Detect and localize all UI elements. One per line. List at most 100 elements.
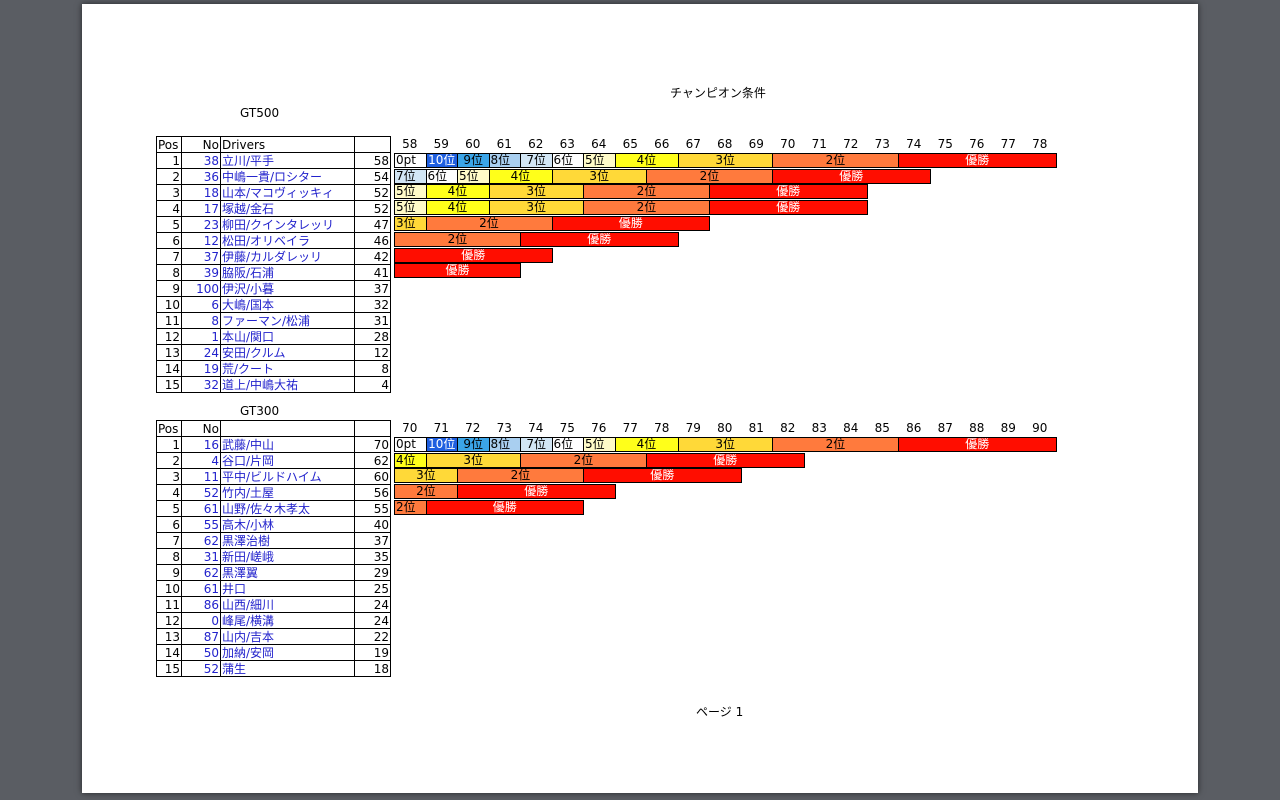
scenario-segment: 2位: [394, 500, 427, 515]
header-pos: Pos: [156, 136, 182, 153]
row-points: 54: [354, 168, 391, 185]
row-points: 47: [354, 216, 391, 233]
scenario-segment: 優勝: [394, 263, 521, 279]
scenario-segment: 6位: [551, 436, 584, 452]
axis-tick-label: 70: [780, 137, 796, 151]
scenario-segment: 優勝: [709, 200, 868, 216]
axis-tick-label: 77: [622, 421, 638, 435]
row-drivers: 道上/中嶋大祐: [220, 376, 355, 393]
table-row: 6 55 高木/小林 40: [156, 516, 391, 533]
axis-tick-label: 60: [465, 137, 481, 151]
scenario-segment: 9位: [457, 436, 490, 452]
row-points: 29: [354, 564, 391, 581]
row-pos: 9: [156, 564, 182, 581]
row-points: 8: [354, 360, 391, 377]
scenario-segment: 優勝: [709, 184, 868, 200]
scenario-segment: 4位: [488, 168, 553, 184]
row-car-number: 87: [181, 628, 221, 645]
row-drivers: 伊藤/カルダレッリ: [220, 248, 355, 265]
axis-tick-label: 78: [654, 421, 670, 435]
table-row: 7 37 伊藤/カルダレッリ 42: [156, 248, 391, 265]
row-pos: 12: [156, 328, 182, 345]
row-drivers: 立川/平手: [220, 152, 355, 169]
row-pos: 1: [156, 436, 182, 453]
scenario-segment: 10位: [425, 152, 458, 168]
row-car-number: 37: [181, 248, 221, 265]
row-car-number: 11: [181, 468, 221, 485]
row-drivers: 柳田/クインタレッリ: [220, 216, 355, 233]
scenario-segment: 3位: [677, 436, 773, 452]
axis-tick-label: 70: [402, 421, 418, 435]
row-drivers: 松田/オリベイラ: [220, 232, 355, 249]
scenario-segment: 6位: [551, 152, 584, 168]
row-pos: 2: [156, 168, 182, 185]
row-car-number: 62: [181, 532, 221, 549]
axis-tick-label: 76: [591, 421, 607, 435]
table-row: 8 39 脇阪/石浦 41: [156, 264, 391, 281]
table-row: 2 36 中嶋一貴/ロシター 54: [156, 168, 391, 185]
table-row: 9 62 黒澤翼 29: [156, 564, 391, 581]
scenario-segment: 2位: [394, 484, 458, 500]
scenario-segment: 優勝: [646, 452, 805, 468]
gt500-standings-table: Pos No Drivers 1 38 立川/平手 58 2 36 中嶋一貴/ロシター 54 3…: [156, 136, 391, 393]
gt500-section-label: GT500: [240, 106, 280, 120]
row-points: 19: [354, 644, 391, 661]
table-row: 5 23 柳田/クインタレッリ 47: [156, 216, 391, 233]
row-drivers: ファーマン/松浦: [220, 312, 355, 329]
table-row: 5 61 山野/佐々木孝太 55: [156, 500, 391, 517]
row-points: 18: [354, 660, 391, 677]
scenario-segment: 2位: [425, 216, 553, 231]
table-row: 3 11 平中/ビルドハイム 60: [156, 468, 391, 485]
row-pos: 9: [156, 280, 182, 297]
row-drivers: 峰尾/横溝: [220, 612, 355, 629]
row-pos: 15: [156, 376, 182, 393]
table-row: 1 38 立川/平手 58: [156, 152, 391, 169]
scenario-segment: 3位: [425, 452, 521, 468]
row-drivers: 山野/佐々木孝太: [220, 500, 355, 517]
table-row: 11 86 山西/細川 24: [156, 596, 391, 613]
row-car-number: 19: [181, 360, 221, 377]
row-points: 37: [354, 280, 391, 297]
table-row: 7 62 黒澤治樹 37: [156, 532, 391, 549]
axis-tick-label: 82: [780, 421, 796, 435]
axis-tick-label: 69: [748, 137, 764, 151]
row-points: 31: [354, 312, 391, 329]
row-points: 12: [354, 344, 391, 361]
row-pos: 12: [156, 612, 182, 629]
scenario-segment: 優勝: [425, 500, 584, 515]
axis-tick-label: 74: [906, 137, 922, 151]
scenario-segment: 優勝: [457, 484, 616, 500]
row-drivers: 武藤/中山: [220, 436, 355, 453]
row-drivers: 新田/嵯峨: [220, 548, 355, 565]
axis-tick-label: 80: [717, 421, 733, 435]
row-drivers: 本山/関口: [220, 328, 355, 345]
row-points: 25: [354, 580, 391, 597]
row-points: 52: [354, 200, 391, 217]
row-drivers: 脇阪/石浦: [220, 264, 355, 281]
scenario-segment: 2位: [772, 152, 899, 168]
scenario-segment: 5位: [394, 184, 427, 200]
row-car-number: 23: [181, 216, 221, 233]
document-title: チャンピオン条件: [670, 86, 766, 100]
scenario-segment: 3位: [677, 152, 773, 168]
page-footer: ページ 1: [696, 705, 744, 719]
table-row: 14 19 荒/クート 8: [156, 360, 391, 377]
row-pos: 11: [156, 312, 182, 329]
row-pos: 10: [156, 296, 182, 313]
row-points: 22: [354, 628, 391, 645]
axis-tick-label: 84: [843, 421, 859, 435]
row-drivers: 大嶋/国本: [220, 296, 355, 313]
axis-tick-label: 63: [559, 137, 575, 151]
scenario-segment: 2位: [646, 168, 773, 184]
row-points: 40: [354, 516, 391, 533]
scenario-segment: 6位: [425, 168, 458, 184]
row-car-number: 50: [181, 644, 221, 661]
row-pos: 2: [156, 452, 182, 469]
table-row: 10 61 井口 25: [156, 580, 391, 597]
axis-tick-label: 68: [717, 137, 733, 151]
row-pos: 1: [156, 152, 182, 169]
header-drivers: Drivers: [220, 136, 355, 153]
table-row: 12 1 本山/関口 28: [156, 328, 391, 345]
row-car-number: 52: [181, 484, 221, 501]
row-car-number: 12: [181, 232, 221, 249]
